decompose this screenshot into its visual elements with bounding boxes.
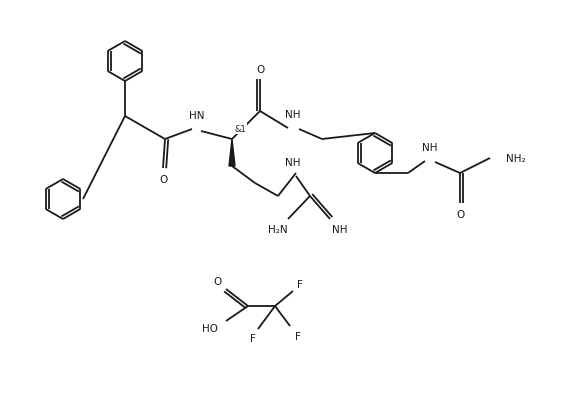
Text: NH: NH	[285, 110, 301, 120]
Text: &1: &1	[234, 124, 246, 133]
Text: H₂N: H₂N	[268, 225, 288, 235]
Text: O: O	[213, 276, 221, 286]
Text: HN: HN	[189, 111, 205, 121]
Text: O: O	[456, 209, 464, 219]
Text: HO: HO	[202, 323, 218, 333]
Text: NH₂: NH₂	[506, 154, 526, 164]
Polygon shape	[229, 140, 235, 166]
Text: F: F	[295, 331, 301, 341]
Text: F: F	[250, 333, 256, 343]
Text: NH: NH	[423, 143, 438, 153]
Text: O: O	[159, 174, 167, 184]
Text: O: O	[256, 65, 264, 75]
Text: NH: NH	[332, 225, 348, 235]
Text: F: F	[297, 279, 303, 289]
Text: NH: NH	[285, 158, 301, 168]
